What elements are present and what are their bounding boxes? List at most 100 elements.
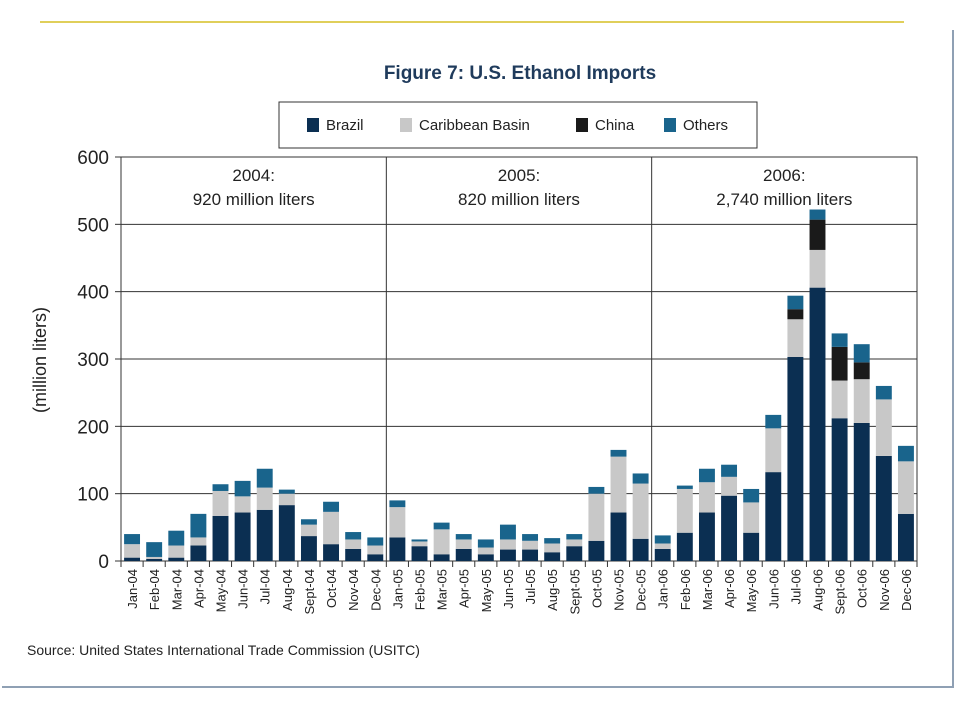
bar-Jan-05-caribbean-basin [389,507,406,538]
period-total-label-1: 820 million liters [458,190,580,209]
x-tick-label-Jun-04: Jun-04 [236,569,251,609]
bar-Mar-05-others [433,522,450,530]
y-tick-label-0: 0 [98,552,109,573]
bar-Feb-05-others [411,539,428,542]
bar-Aug-05-others [544,538,561,544]
bar-Sept-06-china [831,346,848,381]
bar-Jun-06-caribbean-basin [765,428,782,473]
x-tick-label-Sept-06: Sept-06 [833,569,848,615]
bar-May-04-others [212,484,229,491]
bar-Oct-05-brazil [588,540,605,561]
bar-Jun-04-others [234,480,251,497]
bar-Sept-05-brazil [566,546,583,561]
x-tick-label-May-06: May-06 [744,569,759,612]
bar-Dec-05-caribbean-basin [632,483,649,539]
bar-Oct-05-others [588,486,605,494]
bar-Sept-05-others [566,534,583,540]
x-tick-label-Jun-06: Jun-06 [766,569,781,609]
bar-Jun-05-brazil [499,549,516,561]
bar-Feb-06-others [676,485,693,489]
legend-swatch-1 [400,118,412,132]
y-tick-label-500: 500 [77,215,109,236]
x-tick-label-Feb-04: Feb-04 [147,569,162,610]
bar-Oct-04-brazil [323,544,340,561]
legend-swatch-0 [307,118,319,132]
bar-May-04-brazil [212,515,229,561]
period-year-label-0: 2004: [232,166,275,185]
bar-Jan-04-others [124,534,141,545]
x-tick-label-Jul-05: Jul-05 [523,569,538,604]
bar-Jun-05-others [499,524,516,540]
x-tick-label-Mar-05: Mar-05 [435,569,450,610]
x-tick-label-Apr-06: Apr-06 [722,569,737,608]
legend-box [278,101,758,149]
bar-Jun-06-others [765,414,782,429]
x-tick-label-Mar-06: Mar-06 [700,569,715,610]
x-tick-label-Aug-06: Aug-06 [811,569,826,611]
bar-Sept-05-caribbean-basin [566,539,583,547]
x-tick-label-Apr-05: Apr-05 [457,569,472,608]
bar-Aug-04-brazil [278,505,295,561]
bar-Feb-04-others [146,542,163,557]
bar-Mar-04-brazil [168,557,185,561]
bar-Jun-05-caribbean-basin [499,539,516,550]
x-tick-label-Mar-04: Mar-04 [169,569,184,610]
bar-Aug-04-others [278,489,295,494]
bar-Mar-06-caribbean-basin [698,482,715,513]
x-tick-label-Nov-06: Nov-06 [877,569,892,611]
bar-Sept-04-others [300,519,317,525]
bar-Mar-05-caribbean-basin [433,529,450,555]
bar-Aug-05-brazil [544,552,561,561]
bar-Mar-04-caribbean-basin [168,545,185,558]
bar-Jan-06-caribbean-basin [654,543,671,549]
bar-Oct-04-caribbean-basin [323,511,340,545]
bar-Jan-05-brazil [389,537,406,561]
bar-Jul-05-caribbean-basin [522,540,539,550]
bar-May-06-brazil [743,532,760,561]
top-decorative-rule [40,21,904,23]
bar-Mar-05-brazil [433,554,450,561]
bar-Nov-05-brazil [610,512,627,561]
bar-Oct-06-others [853,344,870,363]
bar-Aug-06-others [809,209,826,220]
bar-Apr-04-others [190,513,207,538]
bar-Nov-05-caribbean-basin [610,456,627,513]
bar-Feb-06-caribbean-basin [676,488,693,533]
bar-Jul-06-caribbean-basin [787,319,804,357]
bar-Jan-06-others [654,535,671,544]
bar-Apr-06-brazil [721,495,738,561]
x-tick-label-May-05: May-05 [479,569,494,612]
bar-Apr-04-brazil [190,545,207,561]
bar-May-05-brazil [477,554,494,561]
bar-Nov-04-caribbean-basin [345,539,362,549]
bar-Nov-04-others [345,532,362,540]
bar-Jun-04-caribbean-basin [234,496,251,513]
bar-Dec-04-others [367,537,384,546]
bar-Sept-06-others [831,333,848,347]
legend-label-3: Others [683,117,728,134]
bar-Jan-06-brazil [654,548,671,561]
x-tick-label-Apr-04: Apr-04 [191,569,206,608]
bar-May-06-others [743,488,760,503]
bar-Nov-06-brazil [875,455,892,561]
bar-May-06-caribbean-basin [743,502,760,533]
bar-Oct-06-caribbean-basin [853,379,870,423]
bar-Jul-06-others [787,295,804,310]
period-total-label-0: 920 million liters [193,190,315,209]
x-tick-label-Dec-06: Dec-06 [899,569,914,611]
bar-Dec-06-caribbean-basin [897,461,914,514]
x-tick-label-Jul-06: Jul-06 [788,569,803,604]
bar-Aug-06-caribbean-basin [809,249,826,288]
period-year-label-2: 2006: [763,166,806,185]
bar-Oct-06-china [853,362,870,380]
legend-swatch-3 [664,118,676,132]
chart-title: Figure 7: U.S. Ethanol Imports [384,63,656,84]
bar-Feb-04-brazil [146,558,163,561]
y-tick-label-100: 100 [77,485,109,506]
period-total-label-2: 2,740 million liters [716,190,852,209]
bar-Feb-05-brazil [411,546,428,561]
bar-Nov-06-others [875,385,892,400]
x-tick-label-Dec-05: Dec-05 [634,569,649,611]
x-tick-label-Oct-06: Oct-06 [855,569,870,608]
